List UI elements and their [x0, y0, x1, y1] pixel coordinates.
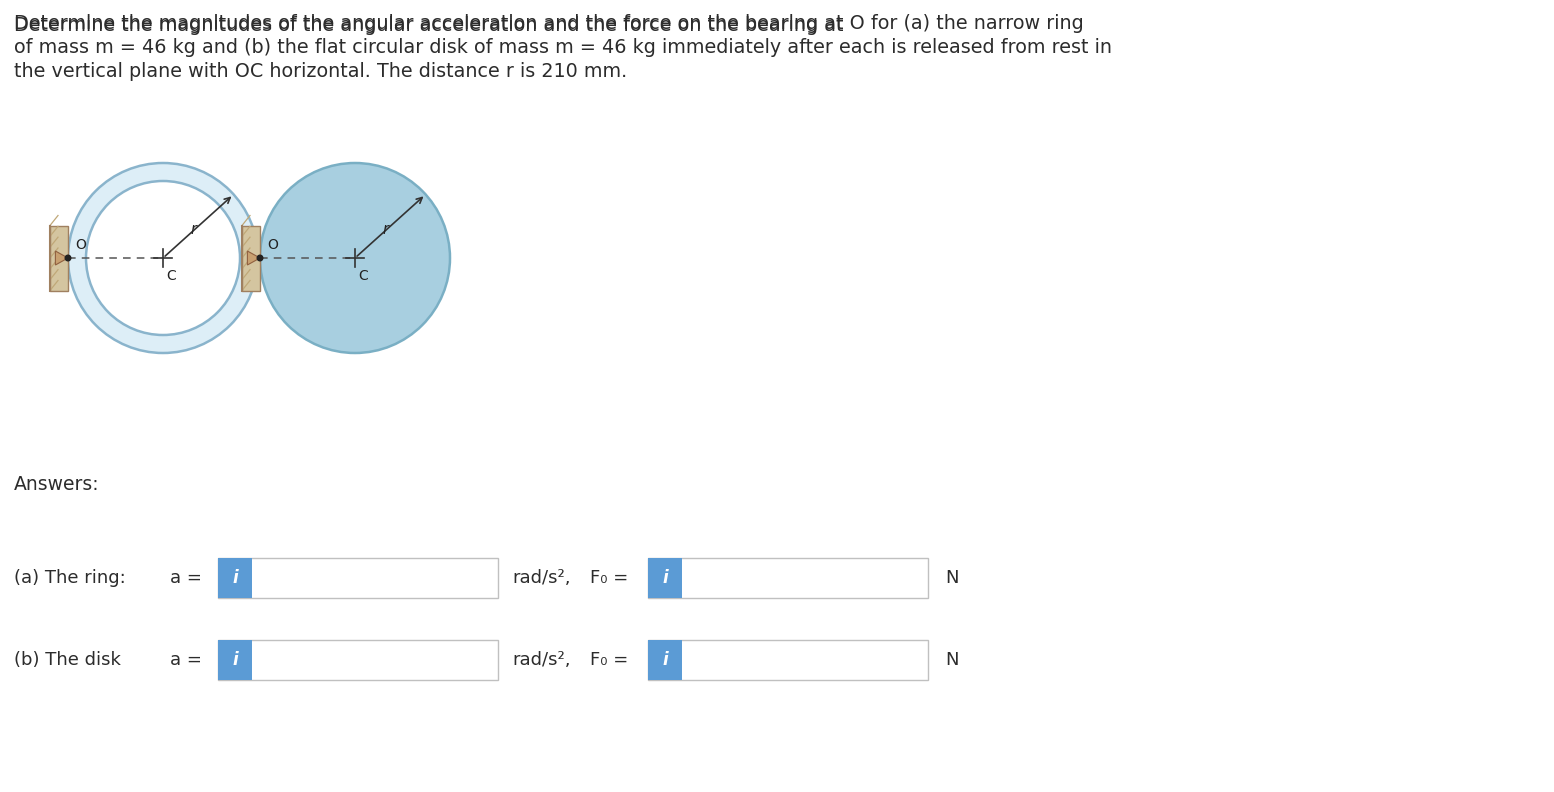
Bar	[648, 640, 928, 680]
Bar	[648, 558, 928, 598]
Bar	[648, 640, 682, 680]
Circle shape	[258, 255, 263, 261]
Bar	[242, 226, 260, 291]
Circle shape	[85, 181, 239, 335]
Text: rad/s²,: rad/s²,	[511, 569, 570, 587]
Text: r: r	[190, 223, 196, 238]
Text: F₀ =: F₀ =	[591, 569, 628, 587]
Text: N: N	[945, 569, 959, 587]
Bar	[218, 558, 252, 598]
Text: i: i	[232, 569, 238, 587]
Text: r: r	[382, 223, 388, 238]
Text: C: C	[166, 269, 176, 283]
Text: Determine the magnitudes of the angular acceleration and the force on the bearin: Determine the magnitudes of the angular …	[14, 16, 850, 35]
Text: O: O	[75, 238, 85, 252]
Bar	[648, 558, 682, 598]
Circle shape	[65, 255, 71, 261]
Text: C: C	[357, 269, 368, 283]
Text: Determine the magnitudes of the angular acceleration and the force on the bearin: Determine the magnitudes of the angular …	[14, 16, 903, 35]
Text: Answers:: Answers:	[14, 475, 99, 494]
Text: F₀ =: F₀ =	[591, 651, 628, 669]
Text: rad/s²,: rad/s²,	[511, 651, 570, 669]
Text: i: i	[662, 651, 668, 669]
Bar	[218, 640, 497, 680]
Bar	[218, 558, 497, 598]
Text: N: N	[945, 651, 959, 669]
Circle shape	[260, 163, 451, 353]
Text: (b) The disk: (b) The disk	[14, 651, 121, 669]
Text: a =: a =	[169, 569, 202, 587]
Text: a =: a =	[169, 651, 202, 669]
Text: O: O	[267, 238, 278, 252]
Text: i: i	[662, 569, 668, 587]
Text: (a) The ring:: (a) The ring:	[14, 569, 126, 587]
Bar	[50, 226, 68, 291]
Text: the vertical plane with OC horizontal. The distance r is 210 mm.: the vertical plane with OC horizontal. T…	[14, 62, 628, 81]
Bar	[218, 640, 252, 680]
Text: of mass m = 46 kg and (b) the flat circular disk of mass m = 46 kg immediately a: of mass m = 46 kg and (b) the flat circu…	[14, 38, 1113, 57]
Polygon shape	[247, 251, 260, 265]
Text: i: i	[232, 651, 238, 669]
Text: Determine the magnitudes of the angular acceleration and the force on the bearin: Determine the magnitudes of the angular …	[14, 14, 1083, 33]
Polygon shape	[56, 251, 68, 265]
Circle shape	[68, 163, 258, 353]
